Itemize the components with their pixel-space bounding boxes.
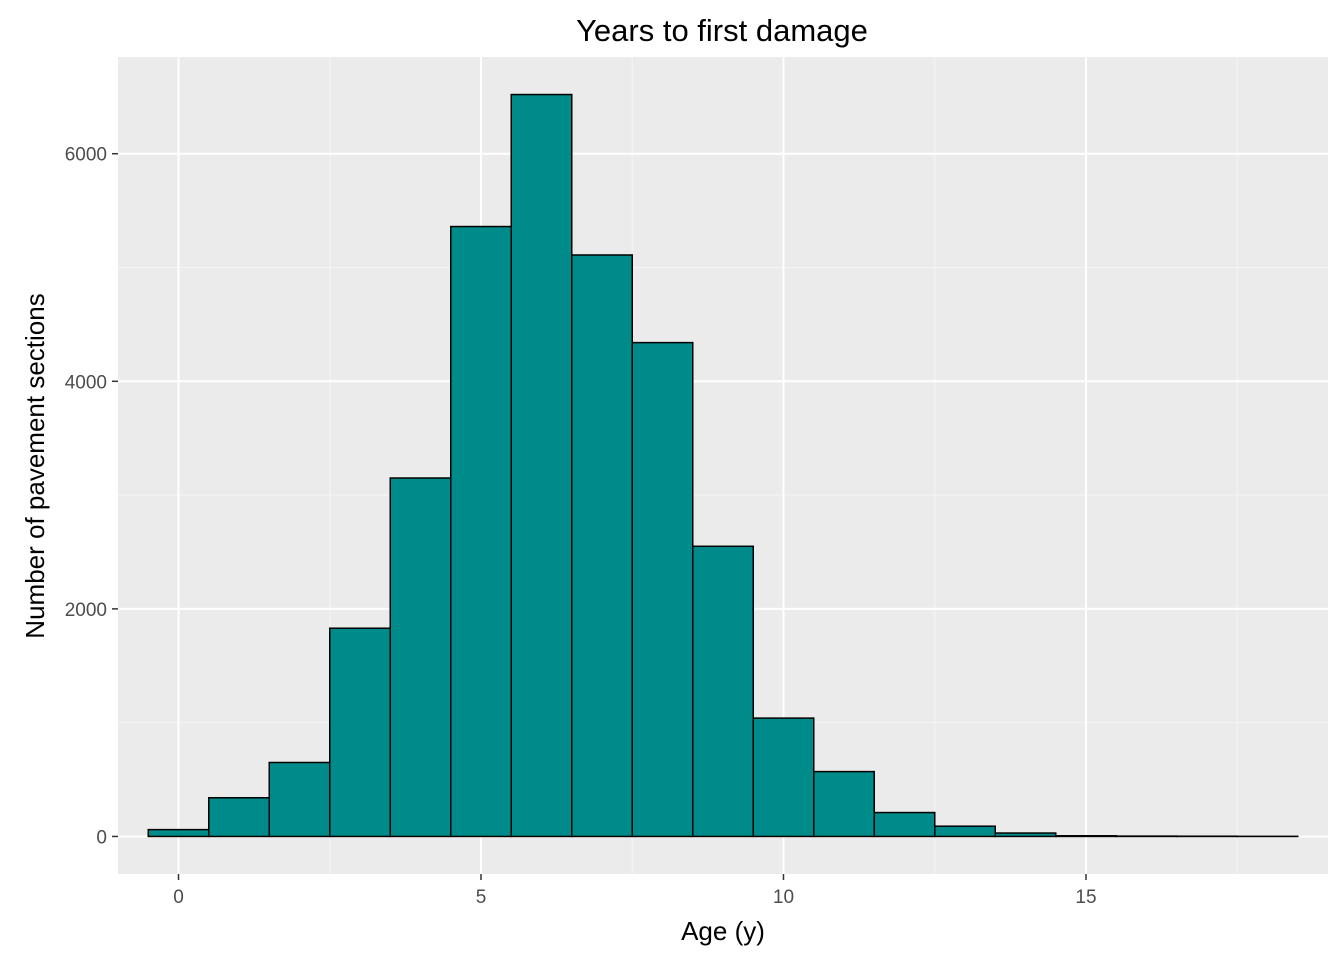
histogram-bar <box>994 832 1057 838</box>
histogram-bar <box>208 797 270 838</box>
x-tick-label: 0 <box>173 887 184 908</box>
y-axis-title: Number of pavement sections <box>20 293 50 638</box>
y-tick-label: 4000 <box>65 372 107 393</box>
histogram-bars <box>147 93 1299 838</box>
y-axis: 0 2000 4000 6000 <box>65 145 118 848</box>
y-tick-label: 0 <box>96 827 107 848</box>
histogram-bar <box>329 627 391 838</box>
histogram-bar <box>1055 835 1117 838</box>
histogram-bar <box>752 717 815 838</box>
histogram-bar <box>571 254 633 838</box>
histogram-bar <box>934 825 996 838</box>
histogram-bar <box>692 545 754 838</box>
x-axis-title: Age (y) <box>681 916 765 946</box>
histogram-bar <box>147 828 210 838</box>
x-tick-label: 5 <box>476 887 487 908</box>
chart-title: Years to first damage <box>576 13 868 48</box>
y-tick-label: 6000 <box>65 145 107 166</box>
histogram-bar <box>389 477 452 838</box>
histogram-bar <box>813 770 875 838</box>
histogram-bar <box>873 811 936 838</box>
x-tick-label: 10 <box>773 887 794 908</box>
x-axis: 0 5 10 15 <box>173 874 1097 908</box>
histogram-bar <box>631 341 694 838</box>
x-tick-label: 15 <box>1075 887 1096 908</box>
y-tick-label: 2000 <box>65 600 107 621</box>
histogram-bar <box>450 225 512 838</box>
histogram-bar <box>510 93 573 838</box>
histogram-bar <box>268 761 331 838</box>
